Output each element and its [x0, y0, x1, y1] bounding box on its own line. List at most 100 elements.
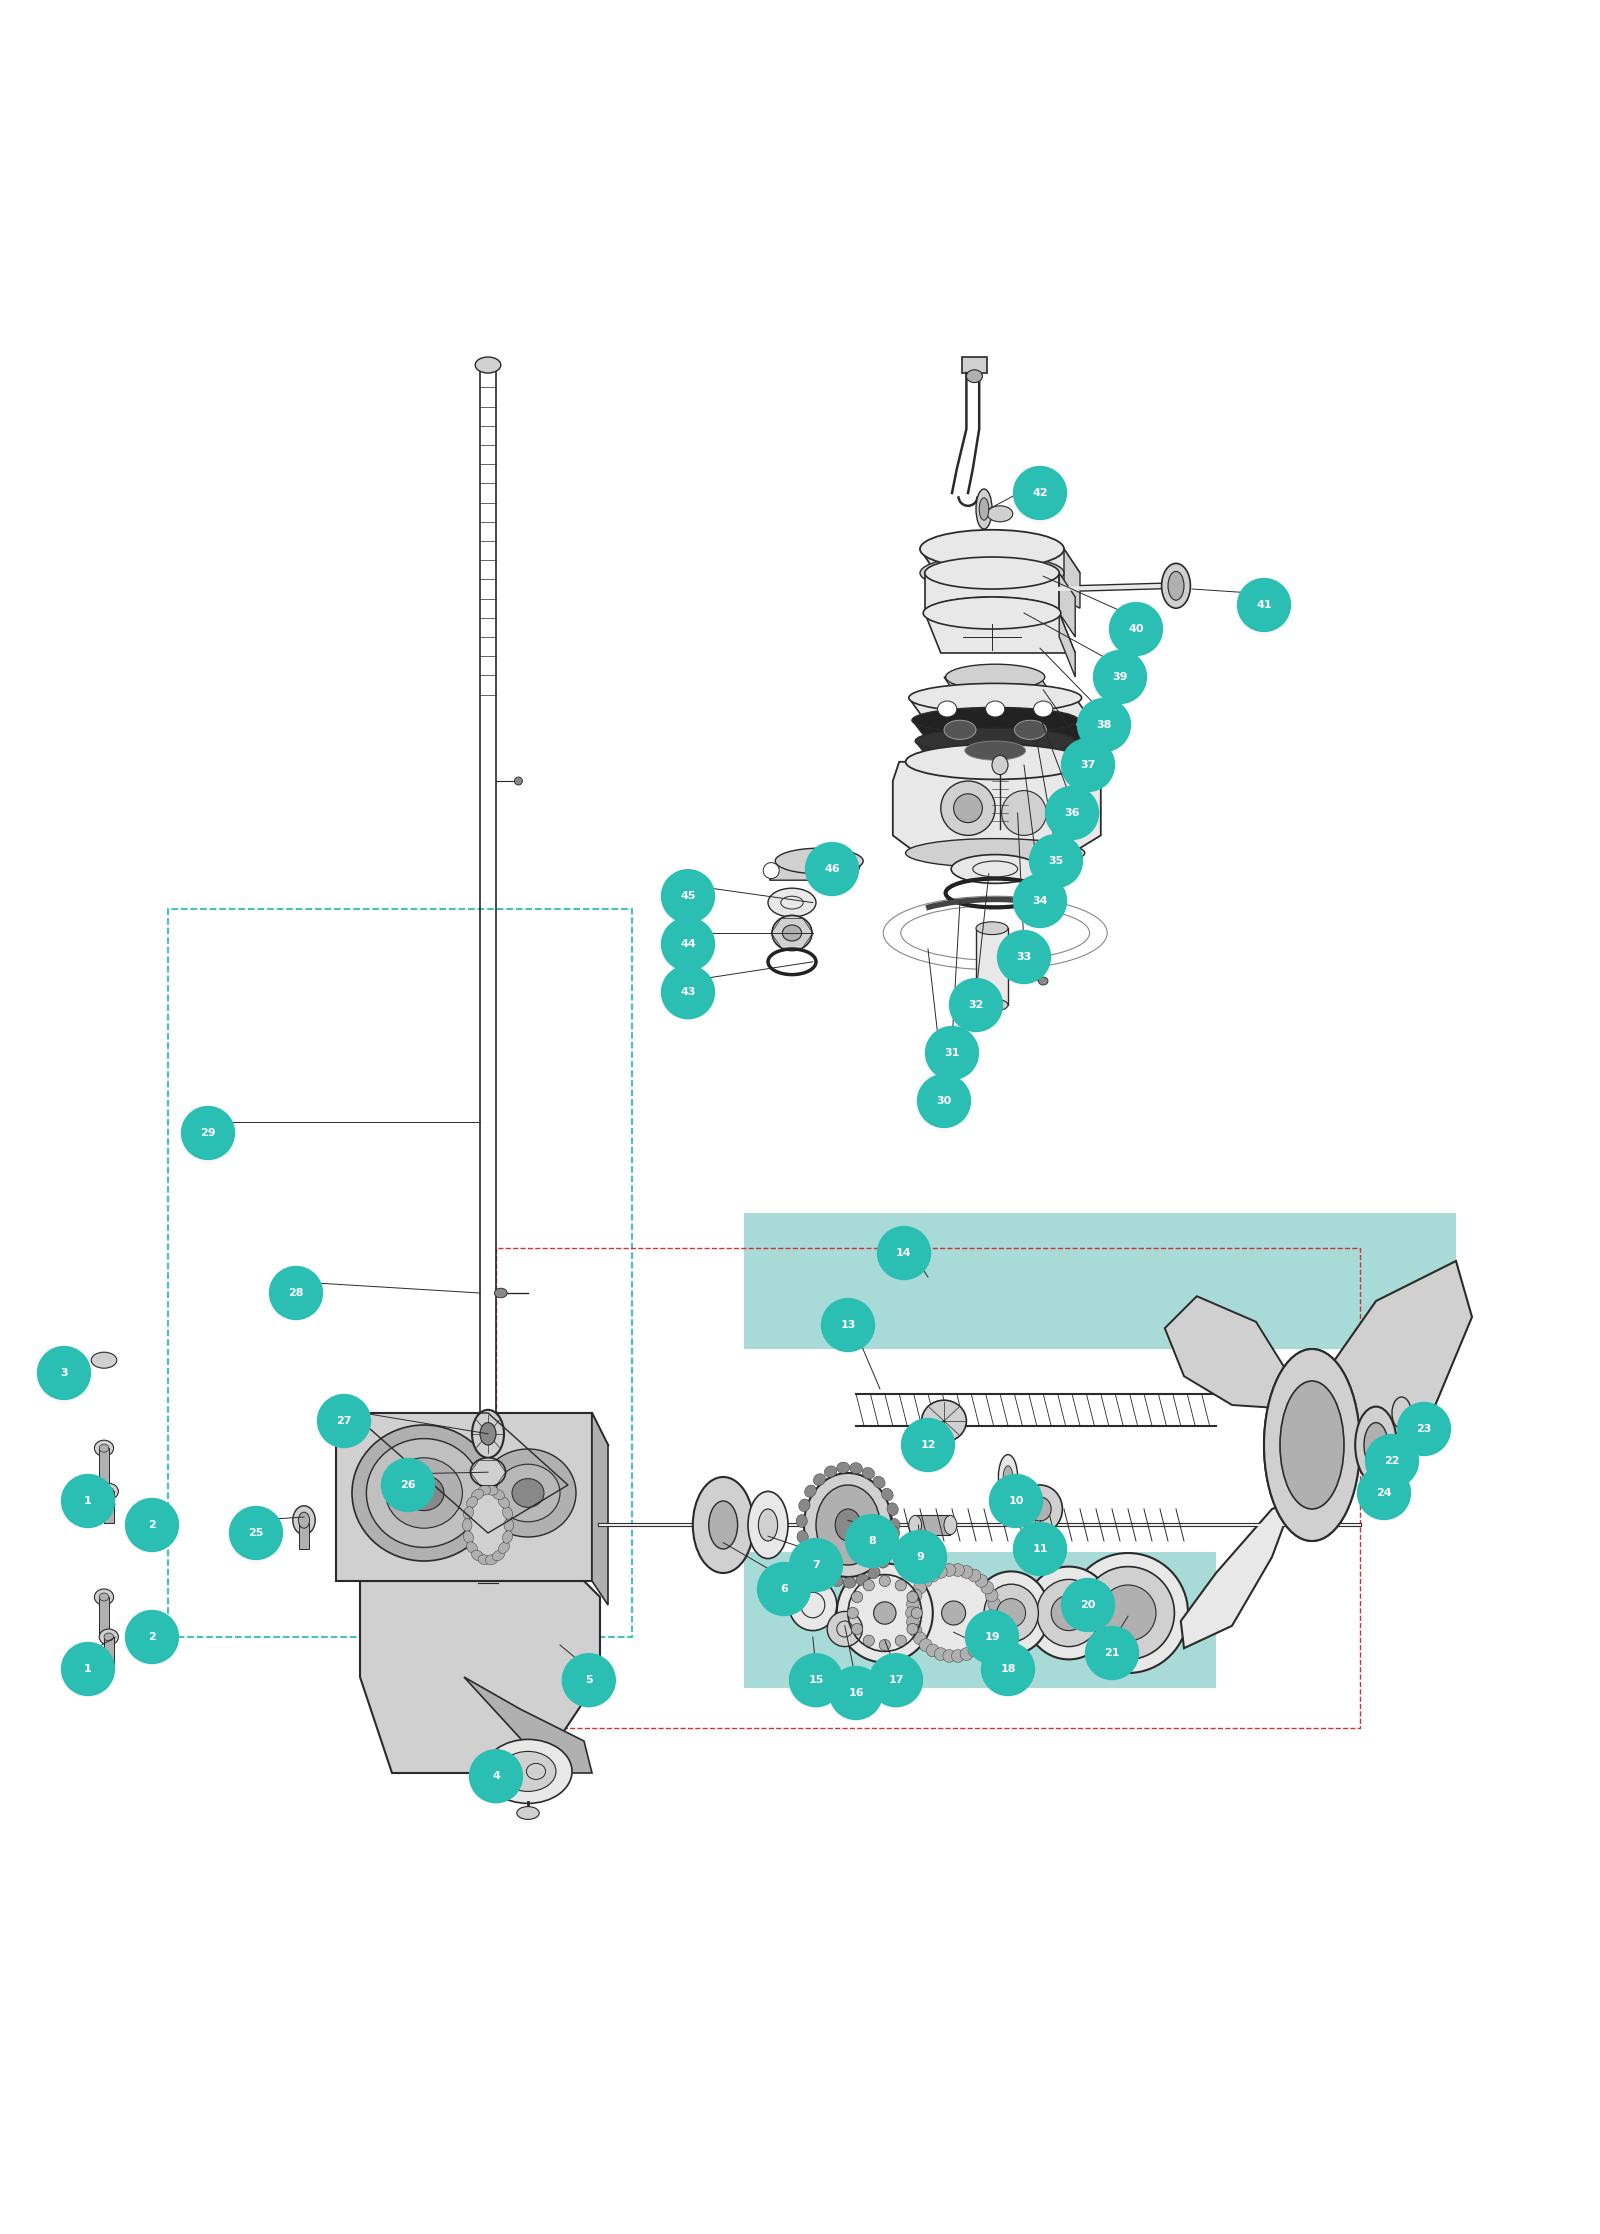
Ellipse shape — [938, 701, 957, 717]
Ellipse shape — [819, 1568, 830, 1582]
Ellipse shape — [352, 1425, 496, 1562]
Bar — [104, 1492, 114, 1524]
Ellipse shape — [878, 1555, 890, 1568]
Ellipse shape — [99, 1629, 118, 1644]
Bar — [744, 1213, 1456, 1349]
Bar — [915, 1515, 950, 1535]
Ellipse shape — [907, 1591, 918, 1602]
Ellipse shape — [1069, 1553, 1187, 1673]
Ellipse shape — [934, 1649, 947, 1660]
Ellipse shape — [469, 1492, 507, 1557]
Ellipse shape — [909, 1588, 922, 1602]
Ellipse shape — [798, 1499, 810, 1512]
Ellipse shape — [976, 923, 1008, 934]
Text: 32: 32 — [968, 1001, 984, 1010]
Ellipse shape — [768, 889, 816, 916]
Ellipse shape — [771, 916, 813, 952]
Ellipse shape — [91, 1352, 117, 1367]
Text: 28: 28 — [288, 1289, 304, 1298]
Circle shape — [845, 1515, 899, 1568]
Circle shape — [469, 1749, 523, 1803]
Text: 10: 10 — [1008, 1497, 1024, 1506]
Ellipse shape — [758, 1508, 778, 1541]
Ellipse shape — [512, 1479, 544, 1508]
Circle shape — [1085, 1626, 1139, 1680]
Polygon shape — [1165, 1296, 1293, 1407]
Text: 8: 8 — [869, 1537, 875, 1546]
Ellipse shape — [986, 1588, 998, 1602]
Ellipse shape — [94, 1441, 114, 1457]
Ellipse shape — [909, 1515, 922, 1535]
Polygon shape — [915, 742, 1085, 762]
Text: 45: 45 — [680, 891, 696, 900]
Circle shape — [965, 1611, 1019, 1664]
Ellipse shape — [1034, 701, 1053, 717]
Ellipse shape — [464, 1530, 474, 1544]
Ellipse shape — [968, 1568, 981, 1582]
Bar — [744, 1553, 1216, 1689]
Ellipse shape — [1101, 1584, 1155, 1642]
Ellipse shape — [925, 556, 1059, 590]
Ellipse shape — [989, 1606, 1002, 1620]
Ellipse shape — [981, 1582, 994, 1595]
Ellipse shape — [909, 1566, 998, 1660]
Polygon shape — [1059, 612, 1075, 677]
Text: 41: 41 — [1256, 601, 1272, 610]
Ellipse shape — [493, 1550, 504, 1562]
Ellipse shape — [709, 1501, 738, 1548]
Text: 31: 31 — [944, 1048, 960, 1059]
Ellipse shape — [816, 1486, 880, 1566]
Text: 35: 35 — [1048, 856, 1064, 867]
Text: 3: 3 — [61, 1367, 67, 1378]
Ellipse shape — [909, 684, 1082, 713]
Circle shape — [1061, 1577, 1115, 1633]
Ellipse shape — [104, 1488, 114, 1495]
Ellipse shape — [504, 1519, 514, 1530]
Ellipse shape — [874, 1602, 896, 1624]
Polygon shape — [1181, 1501, 1293, 1649]
Circle shape — [1061, 737, 1115, 793]
Ellipse shape — [909, 1624, 922, 1638]
Ellipse shape — [499, 1497, 509, 1508]
Ellipse shape — [496, 1463, 560, 1521]
Text: 4: 4 — [493, 1772, 499, 1780]
Ellipse shape — [960, 1566, 973, 1577]
Ellipse shape — [493, 1490, 504, 1499]
Ellipse shape — [954, 793, 982, 822]
Bar — [168, 909, 632, 1638]
Ellipse shape — [966, 371, 982, 382]
Bar — [99, 1597, 109, 1638]
Text: 33: 33 — [1016, 952, 1032, 963]
Ellipse shape — [805, 1486, 816, 1497]
Ellipse shape — [1003, 1466, 1013, 1488]
Circle shape — [1013, 467, 1067, 521]
Text: 6: 6 — [781, 1584, 787, 1595]
Ellipse shape — [867, 1566, 880, 1579]
Ellipse shape — [472, 1410, 504, 1459]
Circle shape — [829, 1667, 883, 1720]
Ellipse shape — [774, 849, 864, 873]
Ellipse shape — [850, 1463, 862, 1474]
Ellipse shape — [880, 1575, 891, 1586]
Ellipse shape — [1038, 976, 1048, 985]
Ellipse shape — [1392, 1396, 1411, 1430]
Ellipse shape — [1296, 1412, 1328, 1477]
Ellipse shape — [1024, 1566, 1114, 1660]
Text: 22: 22 — [1384, 1457, 1400, 1466]
Text: 20: 20 — [1080, 1600, 1096, 1611]
Circle shape — [1365, 1434, 1419, 1488]
Ellipse shape — [475, 357, 501, 373]
Ellipse shape — [912, 1608, 923, 1620]
Polygon shape — [1064, 550, 1080, 608]
Circle shape — [901, 1419, 955, 1472]
Ellipse shape — [907, 1624, 918, 1635]
Ellipse shape — [880, 1640, 891, 1651]
Bar — [59, 1361, 69, 1390]
Ellipse shape — [968, 1644, 981, 1658]
Circle shape — [789, 1653, 843, 1707]
Ellipse shape — [782, 925, 802, 941]
Ellipse shape — [502, 1506, 512, 1519]
Ellipse shape — [907, 1615, 920, 1629]
Bar — [299, 1524, 309, 1548]
Ellipse shape — [851, 1624, 862, 1635]
